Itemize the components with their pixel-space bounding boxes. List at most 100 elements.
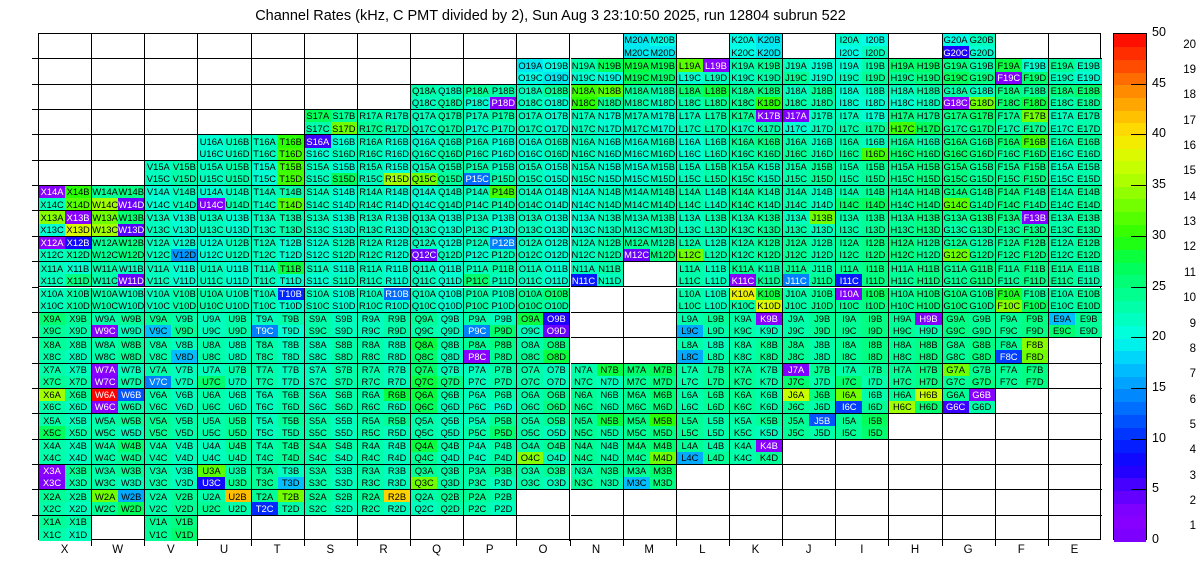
heatmap-subcell: N12C xyxy=(570,248,597,262)
heatmap-subcell: E17B xyxy=(1075,110,1102,123)
heatmap-subcell: Q6B xyxy=(437,388,464,402)
heatmap-subcell: N14B xyxy=(596,186,623,199)
heatmap-subcell: O13A xyxy=(517,211,544,224)
heatmap-subcell: F14B xyxy=(1021,186,1048,199)
colorbar-band xyxy=(1114,135,1146,149)
colorbar-band xyxy=(1114,84,1146,98)
heatmap-subcell: Q3B xyxy=(437,464,464,478)
heatmap-cell: P17A P17B P17C P17D xyxy=(464,110,518,136)
y-axis-tick xyxy=(32,387,38,389)
heatmap-subcell: W5D xyxy=(118,426,145,439)
heatmap-cell: X7A X7B X7C X7D xyxy=(39,363,93,389)
heatmap-subcell: F13C xyxy=(995,223,1022,236)
heatmap-subcell: E16D xyxy=(1075,147,1102,160)
heatmap-subcell: X7C xyxy=(39,375,66,388)
heatmap-subcell: I19D xyxy=(862,71,889,84)
colorbar-tick-label: 35 xyxy=(1152,177,1166,192)
colorbar-tick xyxy=(1131,286,1147,288)
heatmap-subcell: I6D xyxy=(862,401,889,414)
heatmap-subcell: I13B xyxy=(862,211,889,224)
heatmap-subcell: X12C xyxy=(39,248,66,262)
heatmap-subcell: I15C xyxy=(836,172,863,186)
heatmap-cell xyxy=(676,34,730,60)
heatmap-cell: X2A X2B X2C X2D xyxy=(39,490,93,516)
heatmap-subcell: P6B xyxy=(490,388,517,402)
heatmap-subcell: X3A xyxy=(39,464,66,478)
heatmap-subcell: N17B xyxy=(596,110,623,123)
heatmap-subcell: T6A xyxy=(251,388,278,402)
heatmap-cell xyxy=(252,515,305,541)
x-axis-tick-label: R xyxy=(379,544,388,556)
heatmap-subcell: F12A xyxy=(995,236,1022,249)
heatmap-subcell: M5B xyxy=(649,414,676,427)
heatmap-subcell: U7D xyxy=(224,375,251,388)
heatmap-subcell: M3B xyxy=(649,464,676,478)
heatmap-subcell: L18D xyxy=(702,96,729,110)
heatmap-cell: U11A U11B U11C U11D xyxy=(198,262,252,288)
heatmap-subcell: T14C xyxy=(251,198,278,211)
heatmap-subcell: W13A xyxy=(92,211,119,224)
heatmap-subcell: W10C xyxy=(92,299,119,312)
heatmap-cell: H18A H18B H18C H18D xyxy=(889,84,943,111)
heatmap-subcell: P5C xyxy=(464,426,491,439)
heatmap-subcell: S10A xyxy=(304,287,331,300)
heatmap-cell: H16A H16B H16C H16D xyxy=(889,135,943,161)
colorbar xyxy=(1113,33,1147,542)
y-axis-tick-label: 6 xyxy=(1189,393,1196,406)
colorbar-tick-label: 50 xyxy=(1152,25,1166,39)
heatmap-subcell: T15C xyxy=(251,172,278,186)
heatmap-subcell: L8A xyxy=(676,338,703,351)
heatmap-subcell: R3D xyxy=(383,477,411,490)
heatmap-subcell: G13A xyxy=(942,211,969,224)
heatmap-subcell: M19B xyxy=(649,59,676,72)
heatmap-subcell: U7C xyxy=(198,375,225,388)
heatmap-subcell: L11B xyxy=(702,262,729,275)
heatmap-subcell: Q2B xyxy=(437,490,464,503)
heatmap-subcell: O4D xyxy=(543,451,570,464)
heatmap-subcell: S15B xyxy=(330,160,357,173)
heatmap-subcell: J6B xyxy=(809,388,836,402)
heatmap-subcell: G10A xyxy=(942,287,969,300)
heatmap-subcell: W7D xyxy=(118,375,145,388)
heatmap-subcell: Q4C xyxy=(411,451,438,464)
heatmap-subcell: O7D xyxy=(543,375,570,388)
heatmap-cell: Q10A Q10B Q10C Q10D xyxy=(411,287,465,313)
heatmap-subcell: I10D xyxy=(862,299,889,312)
heatmap-cell: I16A I16B I16C I16D xyxy=(836,135,890,161)
heatmap-subcell: W3A xyxy=(92,464,119,478)
x-axis-tick-label: K xyxy=(751,544,760,556)
colorbar-tick xyxy=(1131,337,1147,339)
heatmap-subcell: H11A xyxy=(889,262,916,275)
heatmap-subcell: U13A xyxy=(198,211,225,224)
heatmap-subcell: J18D xyxy=(809,96,836,110)
heatmap-subcell: I10A xyxy=(836,287,863,300)
x-axis-tick xyxy=(782,540,784,546)
heatmap-subcell: F17A xyxy=(995,110,1022,123)
heatmap-cell: P11A P11B P11C P11D xyxy=(464,262,518,288)
heatmap-subcell: P8B xyxy=(490,338,517,351)
heatmap-subcell: L15D xyxy=(702,172,729,186)
colorbar-band xyxy=(1114,110,1146,124)
heatmap-cell: N3A N3B N3C N3D xyxy=(570,464,624,491)
heatmap-cell: X10A X10B X10C X10D xyxy=(39,287,93,313)
heatmap-cell: E16A E16B E16C E16D xyxy=(1048,135,1102,161)
heatmap-cell: W12A W12B W12C W12D xyxy=(92,236,146,263)
heatmap-subcell: S16C xyxy=(304,147,331,160)
heatmap-subcell: I10B xyxy=(862,287,889,300)
heatmap-cell xyxy=(92,59,146,85)
heatmap-cell: L6A L6B L6C L6D xyxy=(676,388,730,415)
heatmap-subcell: U16C xyxy=(198,147,225,160)
heatmap-subcell: L12C xyxy=(676,248,703,262)
x-axis-tick xyxy=(888,540,890,546)
heatmap-cell: H11A H11B H11C H11D xyxy=(889,262,943,288)
heatmap-subcell: X2A xyxy=(39,490,66,503)
heatmap-cell: T9A T9B T9C T9D xyxy=(251,312,305,339)
heatmap-subcell: H6A xyxy=(889,388,916,402)
heatmap-cell xyxy=(1048,414,1102,440)
heatmap-subcell: X13B xyxy=(65,211,92,224)
heatmap-subcell: L9A xyxy=(676,312,703,326)
heatmap-cell: J5A J5B J5C J5D xyxy=(783,414,837,440)
heatmap-cell: T12A T12B T12C T12D xyxy=(251,236,305,263)
heatmap-subcell: K16C xyxy=(729,147,756,160)
heatmap-subcell: X9B xyxy=(65,312,92,326)
